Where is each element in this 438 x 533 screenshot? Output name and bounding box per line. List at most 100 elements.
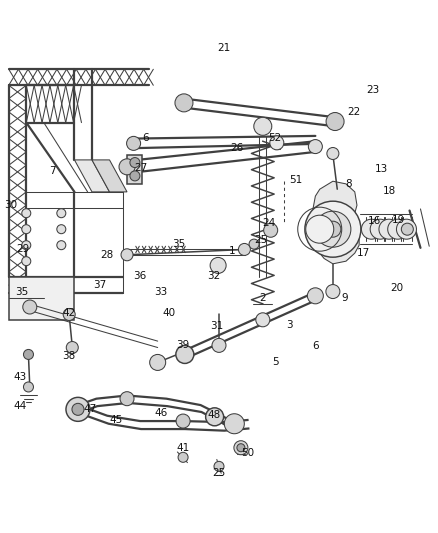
Circle shape xyxy=(401,223,413,235)
Circle shape xyxy=(120,392,134,406)
Circle shape xyxy=(66,342,78,353)
Circle shape xyxy=(327,148,339,159)
Circle shape xyxy=(308,140,322,154)
Text: 20: 20 xyxy=(390,283,403,293)
Text: 27: 27 xyxy=(134,163,148,173)
Text: 1: 1 xyxy=(229,246,236,255)
Circle shape xyxy=(72,403,84,415)
Circle shape xyxy=(22,225,31,233)
Circle shape xyxy=(130,158,140,167)
Circle shape xyxy=(270,136,284,150)
Text: 51: 51 xyxy=(289,175,302,185)
Text: 43: 43 xyxy=(13,373,26,382)
Text: 33: 33 xyxy=(155,287,168,297)
Circle shape xyxy=(210,257,226,273)
Text: 50: 50 xyxy=(241,448,254,458)
Circle shape xyxy=(306,215,334,243)
Text: 26: 26 xyxy=(230,143,243,153)
Circle shape xyxy=(249,239,259,249)
Text: 6: 6 xyxy=(142,133,149,142)
Circle shape xyxy=(66,397,90,422)
Text: 31: 31 xyxy=(210,321,223,331)
Circle shape xyxy=(315,211,351,247)
Circle shape xyxy=(175,94,193,112)
Text: 2: 2 xyxy=(259,294,266,303)
Circle shape xyxy=(24,350,33,359)
Text: 45: 45 xyxy=(110,415,123,425)
Circle shape xyxy=(212,338,226,352)
Text: 5: 5 xyxy=(272,358,279,367)
Circle shape xyxy=(238,244,251,255)
Circle shape xyxy=(307,288,323,304)
Circle shape xyxy=(224,414,244,434)
Circle shape xyxy=(254,117,272,135)
Circle shape xyxy=(237,443,245,452)
Circle shape xyxy=(256,313,270,327)
Text: 13: 13 xyxy=(374,165,388,174)
Text: 18: 18 xyxy=(383,186,396,196)
Circle shape xyxy=(57,225,66,233)
Circle shape xyxy=(23,300,37,314)
Text: 19: 19 xyxy=(392,215,405,224)
Polygon shape xyxy=(9,277,74,320)
Text: 38: 38 xyxy=(63,351,76,361)
Circle shape xyxy=(326,112,344,131)
Text: 6: 6 xyxy=(312,342,319,351)
Circle shape xyxy=(396,219,417,239)
Text: 41: 41 xyxy=(177,443,190,453)
Circle shape xyxy=(57,241,66,249)
Text: 25: 25 xyxy=(212,469,226,478)
Text: 32: 32 xyxy=(207,271,220,281)
Polygon shape xyxy=(313,181,359,264)
Circle shape xyxy=(150,354,166,370)
Circle shape xyxy=(130,171,140,181)
Circle shape xyxy=(57,209,66,217)
Text: 29: 29 xyxy=(16,245,29,254)
Circle shape xyxy=(305,201,361,257)
Text: 8: 8 xyxy=(345,179,352,189)
Circle shape xyxy=(388,219,408,239)
Text: 3: 3 xyxy=(286,320,293,330)
Polygon shape xyxy=(92,160,127,192)
Text: 47: 47 xyxy=(83,405,96,414)
Text: 35: 35 xyxy=(15,287,28,297)
Circle shape xyxy=(127,136,141,150)
Circle shape xyxy=(326,285,340,298)
Circle shape xyxy=(24,382,33,392)
Text: 46: 46 xyxy=(155,408,168,418)
Circle shape xyxy=(214,462,224,471)
Circle shape xyxy=(178,453,188,462)
Text: 24: 24 xyxy=(263,218,276,228)
Text: 17: 17 xyxy=(357,248,370,258)
Circle shape xyxy=(22,257,31,265)
Circle shape xyxy=(379,219,399,239)
Text: 42: 42 xyxy=(63,309,76,318)
Text: 37: 37 xyxy=(93,280,106,290)
Circle shape xyxy=(264,223,278,237)
Circle shape xyxy=(176,345,194,364)
Circle shape xyxy=(22,241,31,249)
Circle shape xyxy=(234,441,248,455)
Circle shape xyxy=(119,159,135,175)
Text: 36: 36 xyxy=(134,271,147,281)
Text: 35: 35 xyxy=(172,239,185,249)
Circle shape xyxy=(176,414,190,428)
Circle shape xyxy=(325,221,341,237)
Text: 39: 39 xyxy=(177,341,190,350)
Text: 21: 21 xyxy=(217,43,230,53)
Circle shape xyxy=(361,219,381,239)
Text: 52: 52 xyxy=(268,133,282,142)
Circle shape xyxy=(22,209,31,217)
Polygon shape xyxy=(127,155,142,184)
Text: 48: 48 xyxy=(207,410,220,419)
Text: 44: 44 xyxy=(13,401,26,411)
Text: 22: 22 xyxy=(347,107,360,117)
Circle shape xyxy=(63,309,75,320)
Text: 25: 25 xyxy=(254,235,267,245)
Circle shape xyxy=(121,249,133,261)
Text: 16: 16 xyxy=(368,216,381,226)
Text: 23: 23 xyxy=(367,85,380,94)
Polygon shape xyxy=(74,160,110,192)
Text: 40: 40 xyxy=(162,309,175,318)
Circle shape xyxy=(205,408,224,426)
